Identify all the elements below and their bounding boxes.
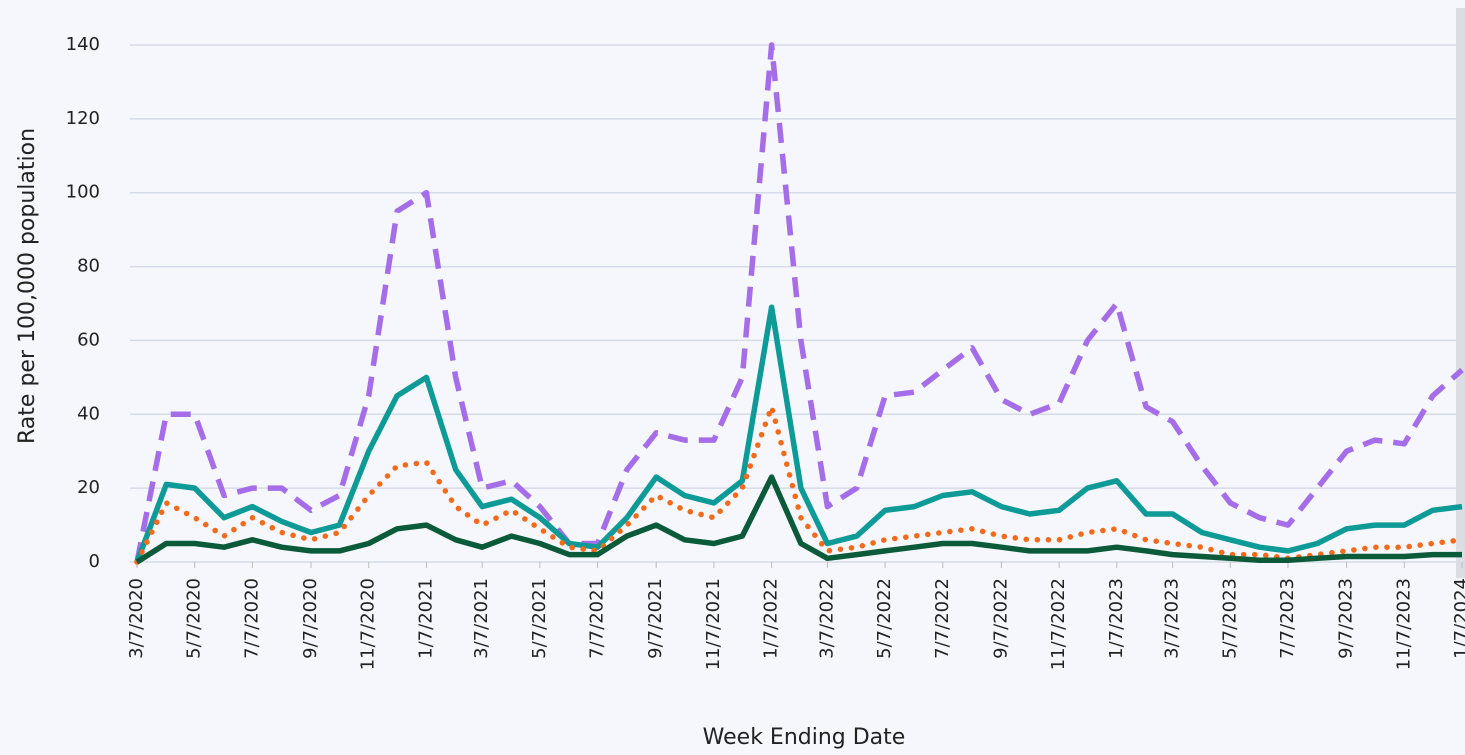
x-tick-label: 1/7/2022 — [761, 578, 782, 659]
x-tick-label: 11/7/2020 — [358, 578, 379, 670]
x-tick-label: 11/7/2021 — [703, 578, 724, 670]
x-tick-label: 3/7/2023 — [1162, 578, 1183, 659]
x-tick-label: 1/7/2023 — [1106, 578, 1127, 659]
y-tick-label: 100 — [66, 182, 100, 203]
x-tick-label: 11/7/2023 — [1393, 578, 1414, 670]
x-tick-label: 3/7/2022 — [816, 578, 837, 659]
x-tick-label: 5/7/2022 — [874, 578, 895, 659]
x-tick-label: 9/7/2021 — [645, 578, 666, 659]
x-tick-label: 9/7/2023 — [1336, 578, 1357, 659]
x-tick-label: 9/7/2022 — [990, 578, 1011, 659]
x-tick-label: 1/7/2024 — [1451, 578, 1465, 659]
x-tick-label: 7/7/2023 — [1277, 578, 1298, 659]
y-tick-label: 120 — [66, 108, 100, 129]
y-tick-label: 140 — [66, 34, 100, 55]
series-line — [135, 474, 1462, 565]
series-line — [134, 404, 1465, 565]
x-tick-label: 7/7/2021 — [587, 578, 608, 659]
scroll-edge — [1456, 8, 1465, 578]
series-line — [134, 42, 1464, 563]
y-tick-label: 20 — [77, 477, 100, 498]
y-axis-label: Rate per 100,000 population — [15, 128, 40, 444]
x-axis-label: Week Ending Date — [703, 725, 906, 750]
x-tick-label: 1/7/2021 — [415, 578, 436, 659]
x-tick-label: 3/7/2021 — [471, 578, 492, 659]
y-tick-label: 60 — [77, 329, 100, 350]
x-tick-label: 3/7/2020 — [126, 578, 147, 659]
y-tick-label: 0 — [89, 551, 100, 572]
x-tick-label: 5/7/2020 — [184, 578, 205, 659]
x-tick-label: 11/7/2022 — [1048, 578, 1069, 670]
series-line — [134, 304, 1463, 563]
x-tick-label: 5/7/2021 — [529, 578, 550, 659]
x-tick-label: 7/7/2022 — [932, 578, 953, 659]
y-tick-label: 40 — [77, 403, 100, 424]
x-tick-label: 5/7/2023 — [1219, 578, 1240, 659]
x-tick-label: 9/7/2020 — [300, 578, 321, 659]
y-tick-label: 80 — [77, 256, 100, 277]
x-tick-label: 7/7/2020 — [241, 578, 262, 659]
